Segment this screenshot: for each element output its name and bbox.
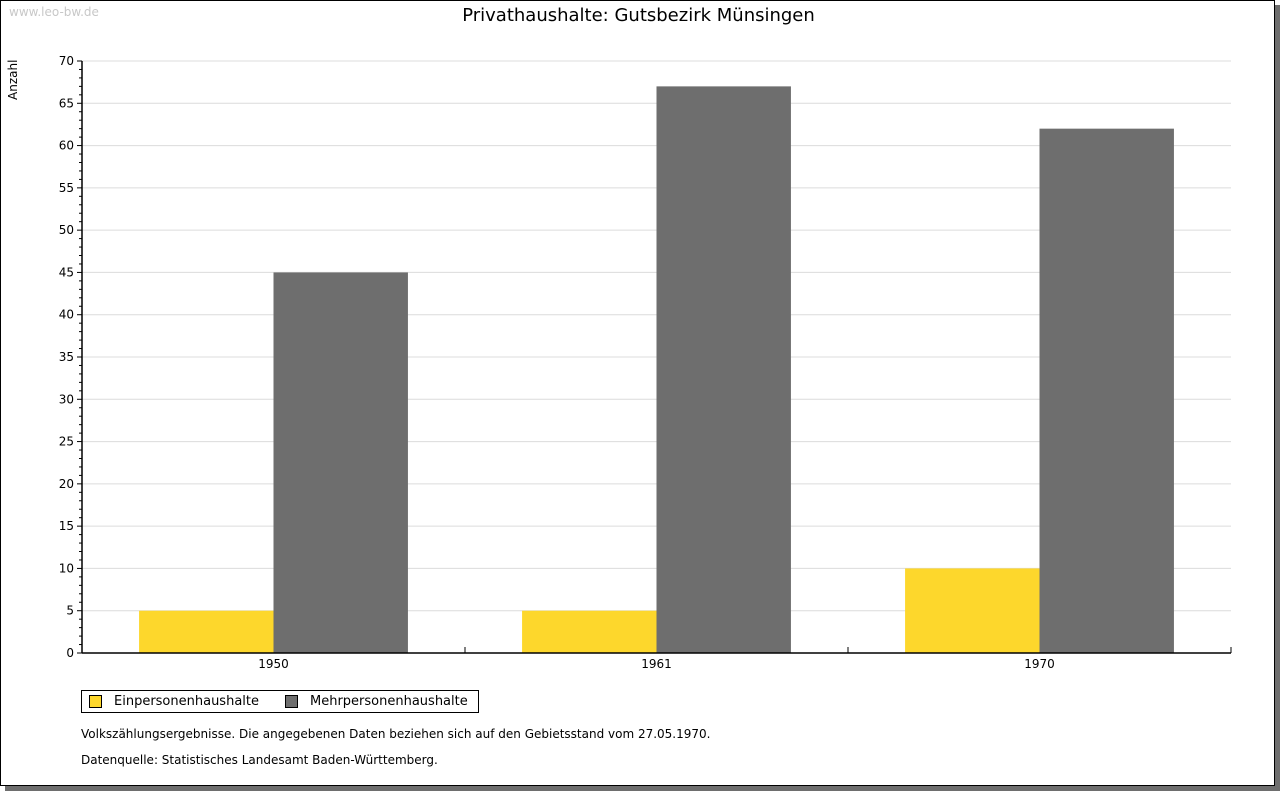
note-source: Datenquelle: Statistisches Landesamt Bad… (81, 753, 438, 767)
y-tick-label: 5 (66, 604, 74, 618)
x-tick-label: 1950 (258, 657, 289, 671)
x-tick-label: 1961 (641, 657, 672, 671)
legend-label: Mehrpersonenhaushalte (310, 694, 468, 709)
legend-label: Einpersonenhaushalte (114, 694, 259, 709)
watermark: www.leo-bw.de (9, 5, 99, 19)
y-tick-label: 0 (66, 646, 74, 660)
y-tick-label: 45 (59, 265, 74, 279)
y-tick-label: 55 (59, 181, 74, 195)
y-tick-label: 35 (59, 350, 74, 364)
y-tick-label: 50 (59, 223, 74, 237)
bar-einpersonenhaushalte-1961 (522, 610, 657, 653)
y-tick-label: 25 (59, 435, 74, 449)
x-tick-label: 1970 (1024, 657, 1055, 671)
legend: Einpersonenhaushalte Mehrpersonenhaushal… (81, 690, 479, 713)
bar-chart: 0 5 10 15 20 25 30 35 40 45 50 55 60 65 70 1950 1961 1970 (59, 54, 1232, 671)
legend-item-einpersonen: Einpersonenhaushalte (89, 694, 259, 709)
legend-swatch-yellow (89, 695, 102, 708)
y-tick-label: 70 (59, 54, 74, 68)
note-census: Volkszählungsergebnisse. Die angegebenen… (81, 727, 711, 741)
y-tick-label: 15 (59, 519, 74, 533)
y-tick-label: 65 (59, 96, 74, 110)
bar-mehrpersonenhaushalte-1970 (1039, 128, 1174, 654)
bar-mehrpersonenhaushalte-1950 (273, 272, 408, 653)
y-tick-label: 60 (59, 139, 74, 153)
bar-einpersonenhaushalte-1950 (139, 610, 274, 653)
bar-mehrpersonenhaushalte-1961 (656, 86, 791, 653)
y-tick-label: 10 (59, 561, 74, 575)
y-tick-label: 20 (59, 477, 74, 491)
y-tick-label: 40 (59, 308, 74, 322)
bar-einpersonenhaushalte-1970 (905, 568, 1040, 653)
chart-title: Privathaushalte: Gutsbezirk Münsingen (462, 5, 815, 26)
y-tick-label: 30 (59, 392, 74, 406)
legend-swatch-gray (285, 695, 298, 708)
legend-item-mehrpersonen: Mehrpersonenhaushalte (285, 694, 468, 709)
